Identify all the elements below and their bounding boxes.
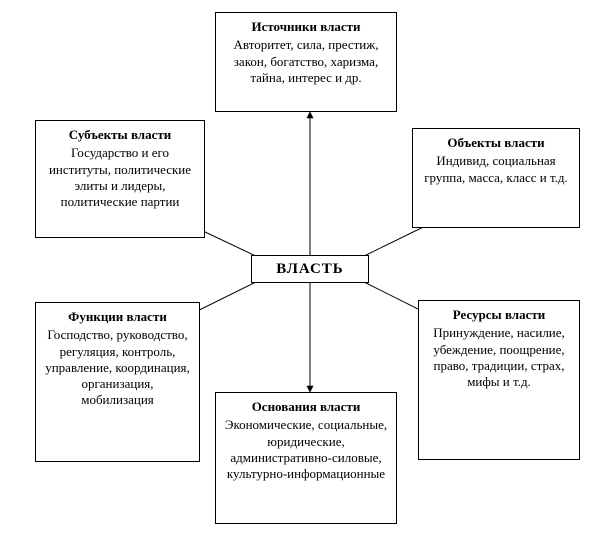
node-resources-title: Ресурсы власти [427,307,571,323]
node-functions-title: Функции власти [44,309,191,325]
node-sources-title: Источники власти [224,19,388,35]
node-foundations-title: Основания власти [224,399,388,415]
center-node: ВЛАСТЬ [251,255,369,283]
node-subjects-body: Государство и его институты, политически… [44,145,196,210]
node-objects: Объекты власти Индивид, социальная групп… [412,128,580,228]
center-label: ВЛАСТЬ [276,261,343,277]
node-sources-body: Авторитет, сила, престиж, закон, богатст… [224,37,388,86]
node-objects-title: Объекты власти [421,135,571,151]
node-sources: Источники власти Авторитет, сила, прести… [215,12,397,112]
node-subjects-title: Субъекты власти [44,127,196,143]
node-foundations-body: Экономические, социальные, юридические, … [224,417,388,482]
node-resources: Ресурсы власти Принуждение, насилие, убе… [418,300,580,460]
diagram-canvas: ВЛАСТЬ Источники власти Авторитет, сила,… [0,0,613,551]
node-functions-body: Господство, руководство, регуляция, конт… [44,327,191,408]
node-resources-body: Принуждение, насилие, убеждение, поощрен… [427,325,571,390]
node-subjects: Субъекты власти Государство и его инстит… [35,120,205,238]
node-foundations: Основания власти Экономические, социальн… [215,392,397,524]
node-objects-body: Индивид, социальная группа, масса, класс… [421,153,571,186]
node-functions: Функции власти Господство, руководство, … [35,302,200,462]
